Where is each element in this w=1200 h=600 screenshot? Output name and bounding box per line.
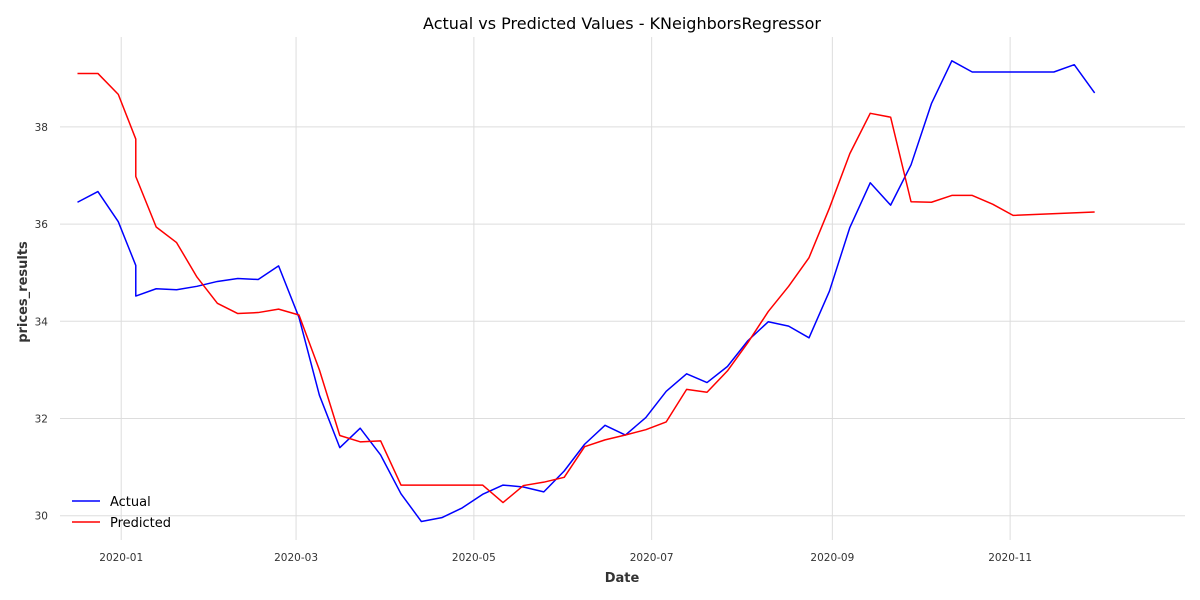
y-tick-label: 32 <box>35 414 48 426</box>
y-tick-label: 36 <box>35 219 49 231</box>
x-tick-label: 2020-11 <box>988 552 1032 564</box>
y-tick-label: 34 <box>35 316 49 328</box>
grid <box>60 37 1185 540</box>
series-line-actual <box>77 60 1096 523</box>
x-tick-label: 2020-03 <box>274 552 318 564</box>
y-tick-label: 38 <box>35 122 48 134</box>
chart-title: Actual vs Predicted Values - KNeighborsR… <box>423 14 821 33</box>
y-tick-label: 30 <box>35 511 48 523</box>
x-tick-label: 2020-01 <box>99 552 143 564</box>
x-tick-label: 2020-09 <box>810 552 854 564</box>
series-lines <box>77 60 1096 523</box>
x-tick-label: 2020-07 <box>630 552 674 564</box>
x-axis-label: Date <box>605 571 640 586</box>
x-tick-label: 2020-05 <box>452 552 496 564</box>
legend: Actual Predicted <box>72 495 171 531</box>
series-line-predicted <box>77 72 1095 504</box>
y-axis-label: prices_results <box>16 241 31 343</box>
legend-label-actual: Actual <box>110 495 151 510</box>
legend-label-predicted: Predicted <box>110 516 171 531</box>
tick-labels: 30 32 34 36 38 2020-01 2020-03 2020-05 2020-07 20… <box>35 122 1032 564</box>
